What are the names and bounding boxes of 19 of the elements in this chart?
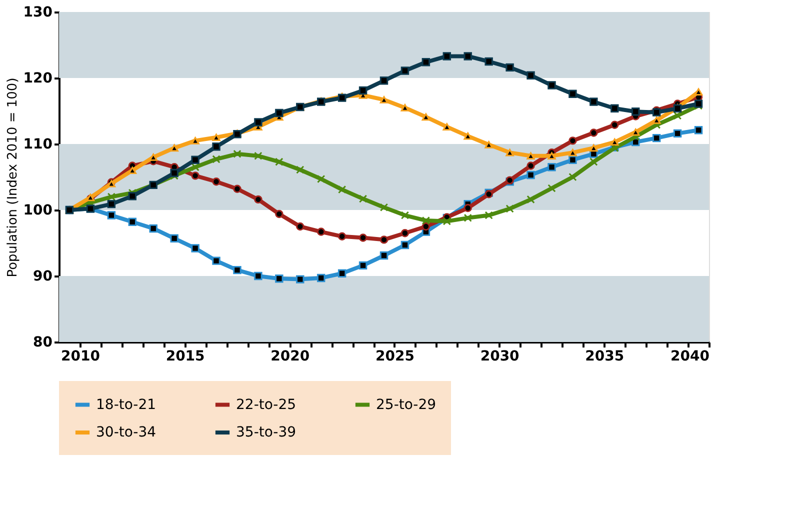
y-tick-label: 90 xyxy=(33,268,53,284)
x-tick-label: 2015 xyxy=(166,348,205,364)
y-tick-label: 110 xyxy=(23,136,53,152)
x-tick-label: 2040 xyxy=(670,348,710,364)
y-tick-label: 80 xyxy=(33,334,53,350)
y-tick-label: 130 xyxy=(23,4,53,20)
x-tick-label: 2030 xyxy=(480,348,520,364)
legend-label: 22-to-25 xyxy=(236,396,296,413)
x-tick-label: 2025 xyxy=(376,348,414,364)
legend-label: 35-to-39 xyxy=(236,424,296,440)
y-axis-title: Population (Index 2010 = 100) xyxy=(5,78,20,278)
legend-label: 25-to-29 xyxy=(376,396,436,413)
y-tick-label: 120 xyxy=(23,70,53,86)
legend-label: 30-to-34 xyxy=(96,424,156,440)
x-tick-label: 2010 xyxy=(60,348,100,364)
x-tick-label: 2020 xyxy=(270,348,310,364)
legend-label: 18-to-21 xyxy=(96,396,156,413)
y-tick-label: 100 xyxy=(23,202,53,218)
x-tick-label: 2035 xyxy=(585,348,624,364)
